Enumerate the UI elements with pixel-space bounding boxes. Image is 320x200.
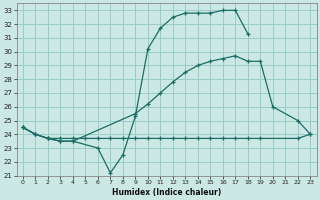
X-axis label: Humidex (Indice chaleur): Humidex (Indice chaleur) bbox=[112, 188, 221, 197]
